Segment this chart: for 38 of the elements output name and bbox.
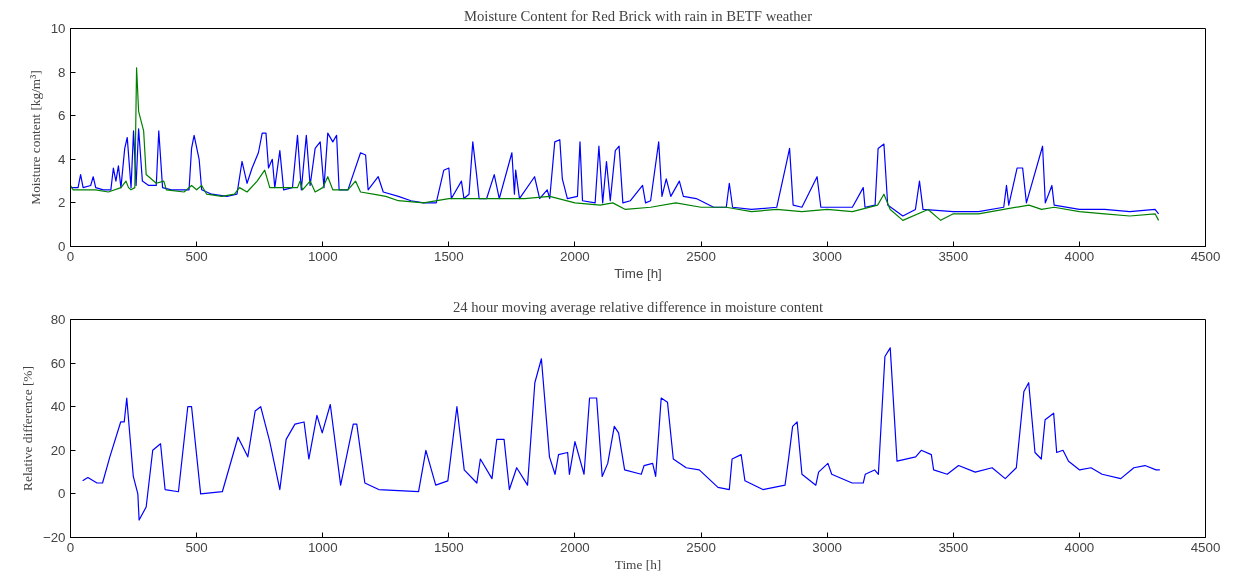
x-tick-label: 500 (185, 539, 208, 555)
x-tick-label: 500 (185, 248, 208, 264)
line-series (70, 67, 1160, 221)
chart-title: 24 hour moving average relative difference in moisture content (452, 298, 824, 315)
x-tick-label: 4500 (1190, 539, 1221, 555)
y-tick-label: 4 (58, 151, 67, 167)
y-tick-label: 60 (50, 355, 66, 371)
x-tick-label: 1500 (434, 248, 464, 264)
y-tick-label: 10 (50, 21, 66, 36)
x-tick-label: 4500 (1190, 248, 1221, 264)
x-tick-label: 3500 (938, 248, 969, 264)
y-tick-label: 2 (58, 195, 66, 211)
y-tick-label: −20 (42, 530, 66, 545)
x-tick-label: 4000 (1064, 539, 1095, 555)
y-axis-title: Moisture content [kg/m³] (27, 70, 43, 205)
x-tick-label: 2500 (686, 539, 716, 555)
x-tick-label: 3000 (812, 539, 842, 555)
y-tick-label: 0 (58, 486, 66, 502)
x-tick-label: 1000 (307, 248, 338, 264)
x-tick-label: 1500 (434, 539, 464, 555)
x-axis-title: Time [h] (614, 556, 662, 572)
x-tick-label: 4000 (1064, 248, 1095, 264)
x-tick-label: 2000 (560, 248, 590, 264)
x-tick-label: 3500 (938, 539, 969, 555)
y-tick-label: 80 (50, 312, 66, 327)
line-series (82, 347, 1161, 521)
y-tick-label: 20 (50, 442, 66, 458)
x-tick-label: 2000 (560, 539, 590, 555)
x-tick-label: 2500 (686, 248, 716, 264)
line-series (70, 128, 1160, 217)
y-tick-label: 40 (50, 399, 66, 415)
x-tick-label: 3000 (812, 248, 842, 264)
y-axis-title: Relative difference [%] (19, 366, 35, 491)
x-axis-title: Time [h] (614, 265, 662, 281)
y-tick-label: 8 (58, 64, 66, 80)
chart-title: Moisture Content for Red Brick with rain in BETF weather (463, 7, 813, 24)
y-tick-label: 6 (58, 108, 66, 124)
x-tick-label: 1000 (307, 539, 338, 555)
